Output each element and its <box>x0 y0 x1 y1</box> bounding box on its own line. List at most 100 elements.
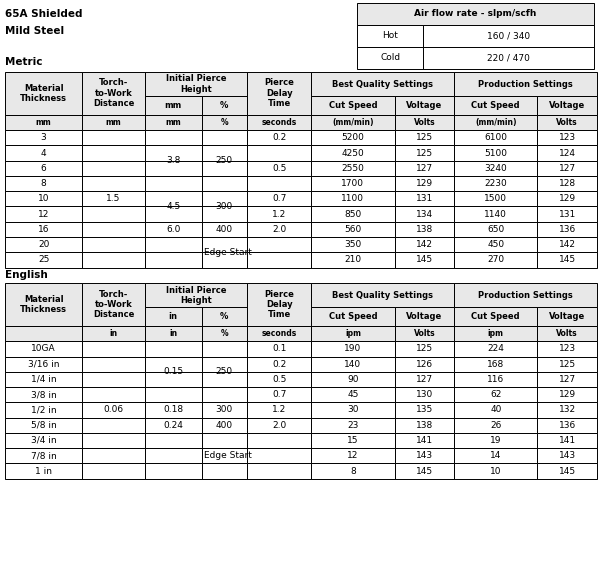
Bar <box>454 161 538 176</box>
Bar <box>454 357 538 372</box>
Text: 12: 12 <box>347 451 359 460</box>
Bar <box>202 252 247 268</box>
Bar <box>145 237 202 252</box>
Bar <box>247 72 311 115</box>
Text: Best Quality Settings: Best Quality Settings <box>332 79 433 89</box>
Text: 10: 10 <box>38 194 49 203</box>
Bar <box>247 237 311 252</box>
Bar <box>5 176 82 191</box>
Bar <box>5 191 82 207</box>
Bar <box>202 96 247 115</box>
Bar <box>5 146 82 161</box>
Bar <box>82 191 145 207</box>
Bar <box>202 372 247 387</box>
Bar <box>357 25 424 47</box>
Text: 125: 125 <box>416 344 433 354</box>
Bar <box>145 387 202 403</box>
Text: 14: 14 <box>490 451 502 460</box>
Bar <box>454 176 538 191</box>
Text: 128: 128 <box>559 179 576 188</box>
Text: Volts: Volts <box>413 118 435 127</box>
Text: 6.0: 6.0 <box>166 225 181 234</box>
Bar <box>247 207 311 222</box>
Bar <box>202 191 247 207</box>
Bar <box>5 72 82 115</box>
Text: 0.06: 0.06 <box>104 406 124 415</box>
Text: 270: 270 <box>487 255 505 264</box>
Text: Material
Thickness: Material Thickness <box>20 295 67 314</box>
Bar <box>202 448 247 464</box>
Text: English: English <box>5 271 47 281</box>
Text: %: % <box>220 329 228 338</box>
Bar <box>311 146 395 161</box>
Text: 650: 650 <box>487 225 505 234</box>
Bar <box>395 433 454 448</box>
Bar <box>5 161 82 176</box>
Bar <box>454 130 538 146</box>
Bar <box>145 222 202 237</box>
Text: 3240: 3240 <box>484 164 507 173</box>
Bar <box>82 72 145 115</box>
Text: Cut Speed: Cut Speed <box>472 312 520 321</box>
Text: in: in <box>169 329 177 338</box>
Text: Voltage: Voltage <box>406 101 442 110</box>
Text: 12: 12 <box>38 210 49 219</box>
Bar <box>145 464 202 479</box>
Bar <box>247 433 311 448</box>
Text: 160 / 340: 160 / 340 <box>487 31 530 40</box>
Text: Air flow rate - slpm/scfh: Air flow rate - slpm/scfh <box>415 9 536 18</box>
Text: 3/8 in: 3/8 in <box>31 390 56 399</box>
Text: Volts: Volts <box>413 329 435 338</box>
Bar <box>82 283 145 326</box>
Text: 0.2: 0.2 <box>272 133 286 142</box>
Text: Initial Pierce
Height: Initial Pierce Height <box>166 286 226 305</box>
Bar <box>311 96 395 115</box>
Text: 3.8: 3.8 <box>166 156 181 165</box>
Text: 300: 300 <box>215 406 233 415</box>
Text: Volts: Volts <box>556 118 578 127</box>
Bar <box>247 387 311 403</box>
Bar <box>395 372 454 387</box>
Bar <box>395 403 454 418</box>
Text: in: in <box>169 312 178 321</box>
Text: 140: 140 <box>344 359 361 369</box>
Bar <box>5 283 82 326</box>
Bar <box>145 191 202 207</box>
Text: 19: 19 <box>490 436 502 445</box>
Bar <box>82 252 145 268</box>
Text: 116: 116 <box>487 375 505 384</box>
Text: 8: 8 <box>41 179 46 188</box>
Bar <box>5 403 82 418</box>
Text: 2550: 2550 <box>341 164 364 173</box>
Text: 8: 8 <box>350 467 356 476</box>
Bar <box>454 283 597 308</box>
Text: 129: 129 <box>559 390 576 399</box>
Text: 127: 127 <box>559 164 576 173</box>
Text: Cut Speed: Cut Speed <box>472 101 520 110</box>
Bar <box>82 357 145 372</box>
Text: 62: 62 <box>490 390 502 399</box>
Bar <box>454 96 538 115</box>
Bar <box>145 176 202 191</box>
Bar <box>202 115 247 130</box>
Text: Cold: Cold <box>380 53 400 62</box>
Bar <box>145 146 202 161</box>
Text: 125: 125 <box>416 133 433 142</box>
Text: 0.15: 0.15 <box>163 367 183 376</box>
Text: Edge Start: Edge Start <box>204 451 252 460</box>
Bar <box>5 130 82 146</box>
Text: Cut Speed: Cut Speed <box>329 312 377 321</box>
Text: 131: 131 <box>416 194 433 203</box>
Text: 1.2: 1.2 <box>272 210 286 219</box>
Text: seconds: seconds <box>262 118 297 127</box>
Bar <box>145 161 202 176</box>
Bar <box>82 326 145 342</box>
Bar <box>82 372 145 387</box>
Bar <box>454 418 538 433</box>
Bar <box>454 146 538 161</box>
Bar <box>395 222 454 237</box>
Text: 136: 136 <box>559 420 576 430</box>
Text: 10GA: 10GA <box>31 344 56 354</box>
Bar <box>202 308 247 326</box>
Bar <box>82 342 145 357</box>
